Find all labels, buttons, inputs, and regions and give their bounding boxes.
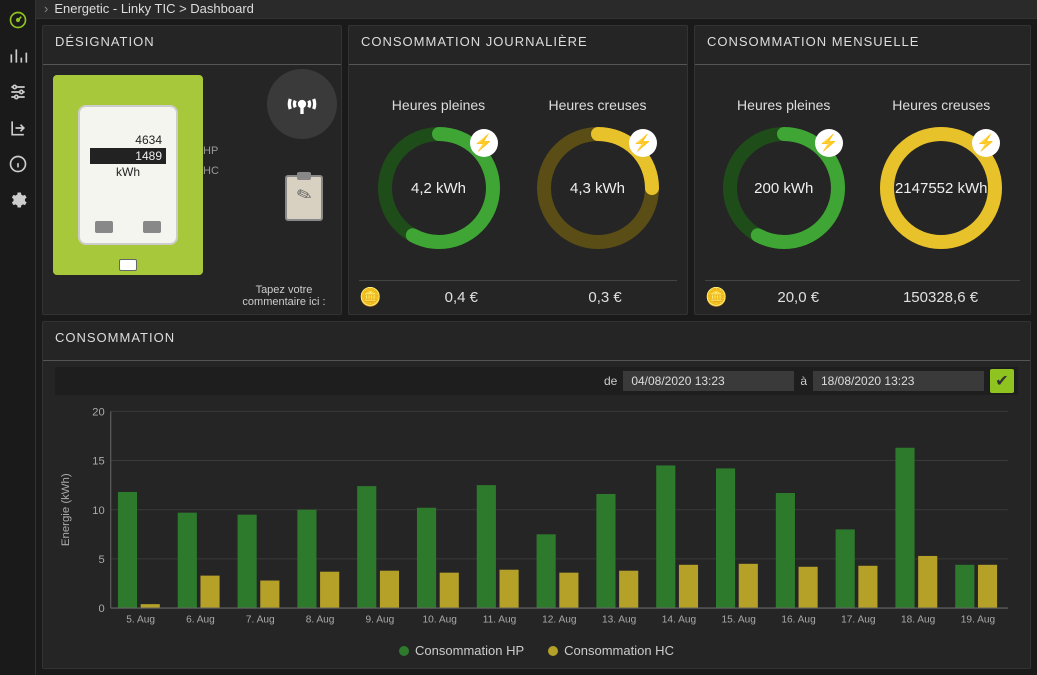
svg-text:6. Aug: 6. Aug xyxy=(186,614,215,625)
nav-settings-icon[interactable] xyxy=(6,188,30,212)
bolt-icon: ⚡ xyxy=(815,129,843,157)
daily-hc-label: Heures creuses xyxy=(548,97,646,113)
chart-panel: CONSOMMATION de à ✔ 0 5 10 15 20 Energie (kWh… xyxy=(42,321,1031,669)
monthly-hc-gauge: 2147552 kWh ⚡ xyxy=(876,123,1006,253)
svg-text:11. Aug: 11. Aug xyxy=(483,614,517,625)
svg-text:19. Aug: 19. Aug xyxy=(961,614,996,625)
legend-hp: Consommation HP xyxy=(415,643,524,658)
breadcrumb-bar: › Energetic - Linky TIC > Dashboard xyxy=(36,0,1037,19)
monthly-hp-cost: 20,0 € xyxy=(777,289,819,306)
to-label: à xyxy=(800,374,807,388)
meter-hp-value: 4634 xyxy=(90,132,166,148)
apply-date-button[interactable]: ✔ xyxy=(990,369,1014,393)
meter-unit: kWh xyxy=(90,164,166,180)
nav-sliders-icon[interactable] xyxy=(6,80,30,104)
svg-text:14. Aug: 14. Aug xyxy=(662,614,697,625)
daily-hc-cost: 0,3 € xyxy=(588,289,621,306)
breadcrumb: Energetic - Linky TIC > Dashboard xyxy=(54,1,254,16)
nav-info-icon[interactable] xyxy=(6,152,30,176)
monthly-hp-gauge: 200 kWh ⚡ xyxy=(719,123,849,253)
svg-text:10: 10 xyxy=(92,505,104,517)
legend-hc: Consommation HC xyxy=(564,643,674,658)
from-label: de xyxy=(604,374,617,388)
daily-hp-label: Heures pleines xyxy=(392,97,485,113)
clipboard-icon[interactable] xyxy=(285,175,323,221)
broadcast-icon[interactable] xyxy=(267,69,337,139)
bolt-icon: ⚡ xyxy=(972,129,1000,157)
svg-text:18. Aug: 18. Aug xyxy=(901,614,936,625)
svg-text:8. Aug: 8. Aug xyxy=(306,614,335,625)
svg-text:16. Aug: 16. Aug xyxy=(781,614,816,625)
designation-title: DÉSIGNATION xyxy=(43,26,341,65)
svg-text:9. Aug: 9. Aug xyxy=(366,614,395,625)
sidebar xyxy=(0,0,36,675)
nav-dashboard-icon[interactable] xyxy=(6,8,30,32)
bar-chart: 0 5 10 15 20 Energie (kWh) 5. Aug 6. Aug 7. Aug 8… xyxy=(55,401,1018,639)
chart-title: CONSOMMATION xyxy=(43,322,1030,361)
bolt-icon: ⚡ xyxy=(629,129,657,157)
daily-title: CONSOMMATION JOURNALIÈRE xyxy=(349,26,687,65)
svg-text:7. Aug: 7. Aug xyxy=(246,614,275,625)
bolt-icon: ⚡ xyxy=(470,129,498,157)
coins-icon: 🪙 xyxy=(705,287,727,308)
svg-text:15: 15 xyxy=(92,455,104,467)
svg-text:10. Aug: 10. Aug xyxy=(423,614,458,625)
meter-hc-value: 1489 xyxy=(90,148,166,164)
date-range-bar: de à ✔ xyxy=(55,367,1018,395)
comment-label: Tapez votre commentaire ici : xyxy=(229,284,339,308)
monthly-hc-label: Heures creuses xyxy=(892,97,990,113)
svg-text:12. Aug: 12. Aug xyxy=(542,614,577,625)
daily-hp-gauge: 4,2 kWh ⚡ xyxy=(374,123,504,253)
svg-text:Energie (kWh): Energie (kWh) xyxy=(60,473,72,546)
svg-text:5. Aug: 5. Aug xyxy=(126,614,155,625)
svg-text:0: 0 xyxy=(98,603,104,615)
chart-legend: Consommation HP Consommation HC xyxy=(55,639,1018,662)
daily-panel: CONSOMMATION JOURNALIÈRE Heures pleines … xyxy=(348,25,688,315)
monthly-hc-cost: 150328,6 € xyxy=(903,289,978,306)
to-date-input[interactable] xyxy=(813,371,984,391)
monthly-hp-label: Heures pleines xyxy=(737,97,830,113)
designation-panel: DÉSIGNATION 4634 1489 kWh xyxy=(42,25,342,315)
daily-hc-gauge: 4,3 kWh ⚡ xyxy=(533,123,663,253)
svg-text:17. Aug: 17. Aug xyxy=(841,614,876,625)
linky-meter: 4634 1489 kWh xyxy=(53,75,203,275)
nav-bars-icon[interactable] xyxy=(6,44,30,68)
from-date-input[interactable] xyxy=(623,371,794,391)
hc-label: HC xyxy=(203,165,219,177)
svg-text:20: 20 xyxy=(92,406,104,418)
nav-export-icon[interactable] xyxy=(6,116,30,140)
chevron-right-icon: › xyxy=(44,1,48,16)
monthly-title: CONSOMMATION MENSUELLE xyxy=(695,26,1030,65)
svg-text:5: 5 xyxy=(98,554,104,566)
hp-label: HP xyxy=(203,145,218,157)
daily-hp-cost: 0,4 € xyxy=(445,289,478,306)
svg-text:13. Aug: 13. Aug xyxy=(602,614,637,625)
coins-icon: 🪙 xyxy=(359,287,381,308)
monthly-panel: CONSOMMATION MENSUELLE Heures pleines 20… xyxy=(694,25,1031,315)
svg-text:15. Aug: 15. Aug xyxy=(722,614,757,625)
